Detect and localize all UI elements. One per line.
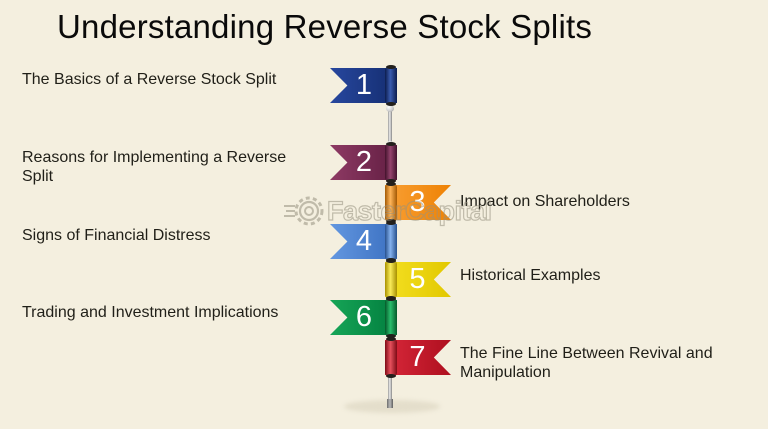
roll-cap xyxy=(386,179,396,183)
flag-pole-roll xyxy=(385,221,397,262)
flag-number: 4 xyxy=(355,225,373,257)
roll-cap xyxy=(386,259,396,263)
flag-pole-roll xyxy=(385,337,397,378)
flag-label-6: Trading and Investment Implications xyxy=(22,304,279,321)
flag-number: 2 xyxy=(355,146,373,178)
flag-5: 5 xyxy=(385,259,451,300)
roll-cap xyxy=(386,337,396,341)
flag-pole-roll xyxy=(385,142,397,183)
roll-cap xyxy=(386,65,396,69)
flag-number: 5 xyxy=(409,263,426,295)
flag-pole-roll xyxy=(385,297,397,338)
pole-foot xyxy=(387,399,393,408)
flag-number: 7 xyxy=(409,341,426,373)
flag-pole-roll xyxy=(385,182,397,223)
page-title: Understanding Reverse Stock Splits xyxy=(57,8,593,45)
flag-number: 6 xyxy=(355,301,373,333)
roll-cap xyxy=(386,334,396,338)
flag-number: 3 xyxy=(409,186,426,218)
flag-pole-roll xyxy=(385,259,397,300)
flag-1: 1 xyxy=(330,65,397,106)
roll-cap xyxy=(386,142,396,146)
flag-label-2: Reasons for Implementing a Reverse Split xyxy=(22,149,287,185)
roll-cap xyxy=(386,221,396,225)
pole-bead xyxy=(386,105,394,112)
flag-6: 6 xyxy=(330,297,397,338)
roll-cap xyxy=(386,182,396,186)
flag-number: 1 xyxy=(355,69,373,101)
flag-3: 3 xyxy=(385,182,451,223)
flag-label-3: Impact on Shareholders xyxy=(460,193,630,210)
flag-label-4: Signs of Financial Distress xyxy=(22,227,211,244)
roll-cap xyxy=(386,297,396,301)
flag-2: 2 xyxy=(330,142,397,183)
flag-4: 4 xyxy=(330,221,397,262)
gear-icon xyxy=(284,196,324,226)
flag-7: 7 xyxy=(385,337,451,378)
flag-label-1: The Basics of a Reverse Stock Split xyxy=(22,71,277,88)
flag-pole-roll xyxy=(385,65,397,106)
roll-cap xyxy=(386,374,396,378)
flag-label-7: The Fine Line Between Revival and Manipu… xyxy=(460,345,713,381)
flag-label-5: Historical Examples xyxy=(460,267,601,284)
roll-cap xyxy=(386,102,396,106)
